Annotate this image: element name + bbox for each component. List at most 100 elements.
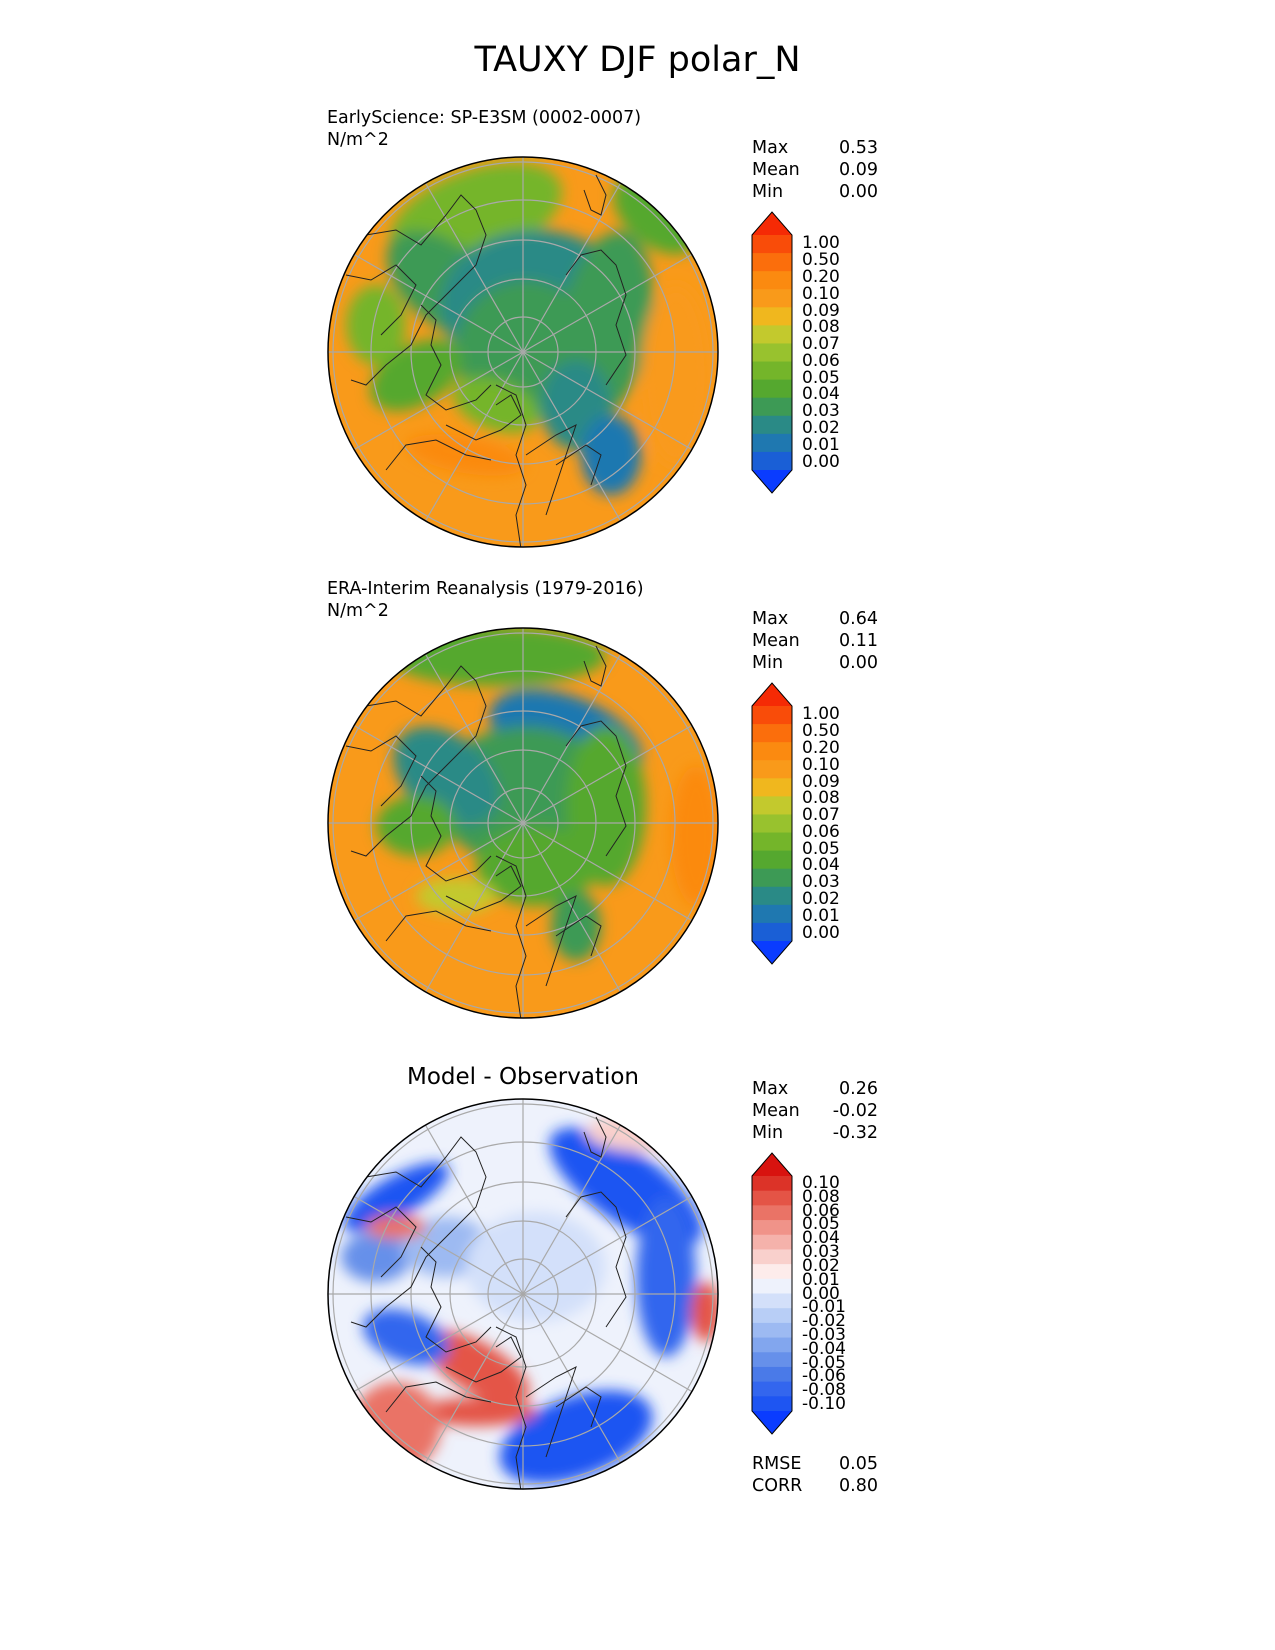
meridian-line xyxy=(522,822,693,922)
panel2-colorbar-labels: 1.00 0.50 0.20 0.10 0.09 0.08 0.07 0.06 0.05 0.04… xyxy=(802,0,862,942)
panel3-colorbar xyxy=(750,1151,794,1436)
colorbar-segment xyxy=(752,361,792,381)
stat-value: 0.53 xyxy=(839,138,878,158)
colorbar-extend-max xyxy=(752,212,792,235)
coastline xyxy=(583,174,607,216)
colorbar-tick-label: 0.50 xyxy=(802,250,840,271)
colorbar-tick-label: 0.20 xyxy=(802,266,840,287)
stat-value: 0.09 xyxy=(839,160,878,180)
stat-label: Max xyxy=(752,609,789,629)
colorbar-tick-label: 1.00 xyxy=(802,233,840,254)
panel3-colorbar-svg xyxy=(751,1152,793,1435)
stat-row-mean: Mean -0.02 xyxy=(752,1100,878,1122)
colorbar-segment xyxy=(752,814,792,834)
map-boundary xyxy=(327,1098,719,1490)
coastline xyxy=(385,439,492,471)
colorbar-segment xyxy=(752,1176,792,1192)
stat-label: Min xyxy=(752,182,784,202)
coastline xyxy=(345,735,417,807)
colorbar-extend-min xyxy=(752,1411,792,1434)
coastline xyxy=(495,1326,527,1489)
coastline xyxy=(555,444,602,486)
coastline xyxy=(525,895,577,987)
colorbar-outline xyxy=(751,1152,793,1435)
colorbar-tick-label: 0.00 xyxy=(802,451,840,472)
panel3-polar-map-svg xyxy=(327,1098,719,1490)
coastline xyxy=(350,665,487,857)
panel2-title: ERA-Interim Reanalysis (1979-2016) N/m^2 xyxy=(327,578,644,622)
colorbar-tick-label: 0.20 xyxy=(802,737,840,758)
colorbar-tick-label: 0.10 xyxy=(802,1172,840,1193)
coastline xyxy=(583,645,607,687)
colorbar-tick-label: 0.03 xyxy=(802,872,840,893)
colorbar-segment xyxy=(752,397,792,417)
field-patch xyxy=(641,285,711,465)
coastline xyxy=(583,1116,607,1158)
colorbar-tick-label: 0.10 xyxy=(802,283,840,304)
colorbar-outline xyxy=(751,682,793,965)
stat-label: Min xyxy=(752,1123,784,1143)
colorbar-segment xyxy=(752,1278,792,1295)
colorbar-tick-label: 1.00 xyxy=(802,704,840,725)
stat-value: -0.32 xyxy=(832,1123,878,1143)
colorbar-segment xyxy=(752,742,792,761)
meridian-line xyxy=(522,253,693,353)
colorbar-tick-label: 0.02 xyxy=(802,418,840,439)
meridian-line xyxy=(522,1195,693,1295)
stat-label: Max xyxy=(752,1079,789,1099)
coastline xyxy=(445,1336,522,1383)
colorbar-segment xyxy=(752,1322,792,1339)
stat-label: Mean xyxy=(752,631,800,651)
colorbar-tick-label: 0.02 xyxy=(802,889,840,910)
meridian-line xyxy=(424,653,524,824)
map-field xyxy=(328,1099,718,1489)
colorbar-tick-label: 0.03 xyxy=(802,401,840,422)
panel1-title: EarlyScience: SP-E3SM (0002-0007) N/m^2 xyxy=(327,107,641,151)
colorbar-extend-min xyxy=(752,470,792,493)
meridian-line xyxy=(353,1293,524,1393)
colorbar-tick-label: 0.00 xyxy=(802,922,840,943)
stat-row-max: Max 0.26 xyxy=(752,1078,878,1100)
coastline xyxy=(345,264,417,336)
colorbar-tick-label: 0.01 xyxy=(802,434,840,455)
coastline xyxy=(565,1191,627,1328)
field-patch xyxy=(376,796,456,856)
colorbar-segment xyxy=(752,451,792,471)
coastline xyxy=(565,720,627,857)
panel2-colorbar-svg xyxy=(751,682,793,965)
colorbar-segment xyxy=(752,1249,792,1265)
panel3-colorbar-labels: 0.10 0.08 0.06 0.05 0.04 0.03 0.02 0.01 0.00 -0.0… xyxy=(802,0,862,1414)
colorbar-segment xyxy=(752,1381,792,1397)
colorbar-segment xyxy=(752,904,792,924)
meridian-line xyxy=(424,1293,524,1464)
colorbar-segment xyxy=(752,778,792,797)
coastline xyxy=(445,865,522,912)
colorbar-tick-label: -0.10 xyxy=(802,1394,846,1415)
graticule xyxy=(328,157,718,547)
colorbar-tick-label: 0.05 xyxy=(802,1214,840,1235)
colorbar-tick-label: 0.01 xyxy=(802,1269,840,1290)
map-field-blobs xyxy=(376,628,718,961)
stat-row-min: Min 0.00 xyxy=(752,181,878,203)
coastlines xyxy=(345,630,687,1018)
colorbar-segment xyxy=(752,325,792,345)
stat-value: 0.11 xyxy=(839,631,878,651)
panel3-title: Model - Observation xyxy=(406,1064,640,1090)
coastline xyxy=(345,1206,417,1278)
stat-row-max: Max 0.64 xyxy=(752,608,878,630)
coastline xyxy=(555,1386,602,1428)
stat-row-min: Min 0.00 xyxy=(752,652,878,674)
stat-label: Mean xyxy=(752,160,800,180)
field-patch xyxy=(636,1197,696,1357)
meridian-line xyxy=(522,351,693,451)
map-field xyxy=(328,157,718,547)
metric-value: 0.05 xyxy=(839,1454,878,1474)
panel3-polar-map xyxy=(326,1097,720,1491)
field-patch xyxy=(476,826,596,906)
panel1-title-line1: EarlyScience: SP-E3SM (0002-0007) xyxy=(327,108,642,128)
panel3-stats: Max 0.26 Mean -0.02 Min -0.32 xyxy=(752,1078,878,1144)
coastline xyxy=(350,194,487,386)
panel1-colorbar-labels: 1.00 0.50 0.20 0.10 0.09 0.08 0.07 0.06 0.05 0.04… xyxy=(802,0,862,471)
colorbar-segment xyxy=(752,1308,792,1324)
meridian-line xyxy=(522,724,693,824)
